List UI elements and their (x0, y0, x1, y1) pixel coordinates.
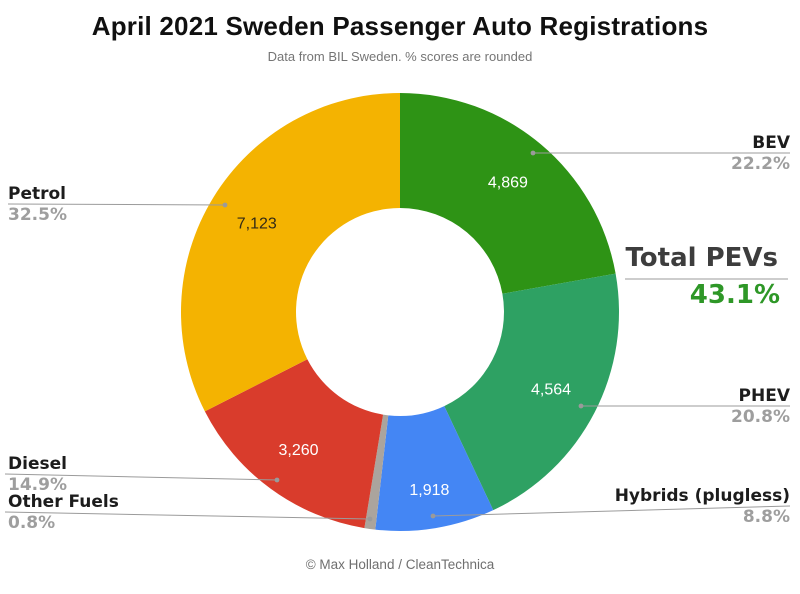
slice-value-petrol: 7,123 (237, 215, 277, 232)
leader-line-other-fuels (4, 511, 371, 520)
total-pevs-pct: 43.1% (689, 280, 780, 310)
slice-value-diesel: 3,260 (278, 442, 318, 459)
leader-dot-phev (578, 403, 584, 409)
callout-diesel: Diesel 14.9% (8, 455, 67, 495)
callout-phev-pct: 20.8% (731, 407, 790, 427)
leader-dot-bev (530, 150, 536, 156)
slice-petrol[interactable] (181, 93, 400, 412)
callout-phev-label: PHEV (738, 386, 790, 406)
chart-subtitle: Data from BIL Sweden. % scores are round… (267, 49, 533, 64)
leader-dot-petrol (222, 202, 228, 208)
callout-diesel-pct: 14.9% (8, 475, 67, 495)
callout-other-fuels-pct: 0.8% (8, 513, 56, 533)
leader-dot-diesel (274, 477, 280, 483)
slice-value-phev: 4,564 (531, 381, 571, 398)
callout-hybrids-pct: 8.8% (742, 507, 790, 527)
slice-bev[interactable] (400, 93, 616, 294)
leader-line-petrol (7, 203, 226, 206)
total-pevs-annotation: Total PEVs 43.1% (626, 244, 789, 310)
callout-other-fuels-label: Other Fuels (8, 492, 119, 512)
callout-bev-label: BEV (752, 133, 790, 153)
callout-bev: BEV 22.2% (731, 134, 790, 174)
callout-petrol-label: Petrol (8, 184, 67, 204)
slice-phev[interactable] (444, 273, 620, 511)
leader-line-diesel (4, 473, 278, 481)
slice-hybrids-plugless[interactable] (375, 406, 494, 532)
leader-dot-other-fuels (367, 516, 373, 522)
callout-hybrids-label: Hybrids (plugless) (614, 486, 790, 506)
total-pevs-label: Total PEVs (625, 243, 779, 273)
callout-other-fuels: Other Fuels 0.8% (8, 493, 119, 533)
slice-other-fuels[interactable] (364, 414, 389, 530)
callout-phev: PHEV 20.8% (731, 387, 790, 427)
callout-petrol: Petrol 32.5% (8, 185, 67, 225)
callout-diesel-label: Diesel (8, 454, 67, 474)
chart-title: April 2021 Sweden Passenger Auto Registr… (91, 11, 709, 41)
callout-bev-pct: 22.2% (731, 154, 790, 174)
slice-diesel[interactable] (204, 359, 384, 529)
leader-dot-hybrids-plugless (430, 513, 436, 519)
leader-line-hybrids-plugless (432, 505, 791, 517)
callout-hybrids: Hybrids (plugless) 8.8% (615, 487, 790, 527)
slice-value-bev: 4,869 (488, 174, 528, 191)
attribution-footer: © Max Holland / CleanTechnica (305, 557, 495, 572)
callout-petrol-pct: 32.5% (8, 205, 67, 225)
slice-value-hybrids-plugless: 1,918 (409, 482, 449, 499)
